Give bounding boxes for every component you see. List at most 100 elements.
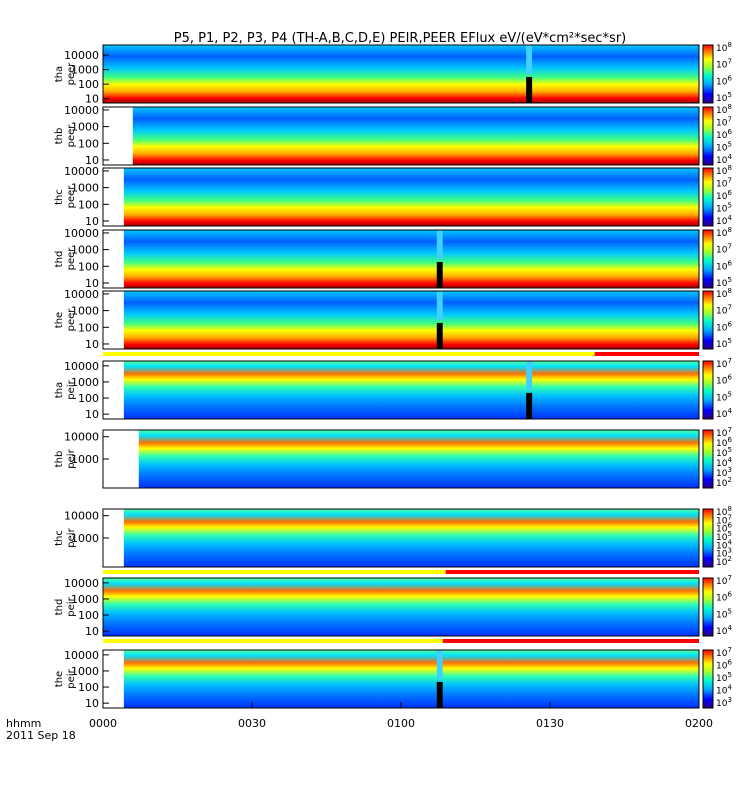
- data-gap-marker: [436, 650, 443, 679]
- y-species-label: peir: [66, 596, 77, 616]
- data-gap-marker: [436, 230, 443, 259]
- flag-bar-yellow: [103, 639, 443, 643]
- flag-bar-red: [442, 639, 699, 643]
- panel-frame: [102, 44, 700, 104]
- y-probe-label: thd: [54, 599, 65, 616]
- spectrogram-fill: [123, 168, 700, 226]
- colorbar-label: 107: [716, 177, 732, 190]
- y-tick-label: 10000: [64, 288, 99, 301]
- y-probe-label: thc: [54, 189, 65, 205]
- y-species-label: peer: [66, 62, 77, 86]
- colorbar: [702, 229, 714, 289]
- y-probe-label: thc: [54, 530, 65, 546]
- y-species-label: peir: [66, 527, 77, 547]
- spectrogram-fill: [132, 107, 700, 165]
- y-probe-label: thd: [54, 251, 65, 268]
- y-tick-label: 10000: [64, 577, 99, 590]
- x-date-label: 2011 Sep 18: [6, 729, 76, 742]
- colorbar-label: 106: [716, 189, 732, 202]
- colorbar: [702, 577, 714, 637]
- y-tick-label: 100: [78, 609, 99, 622]
- y-tick-label: 10000: [64, 227, 99, 240]
- x-tick-label: 0200: [685, 717, 713, 730]
- y-probe-label: the: [54, 312, 65, 328]
- panel-frame: [102, 106, 700, 166]
- colorbar-label: 105: [716, 607, 732, 620]
- colorbar-label: 107: [716, 116, 732, 129]
- flag-bar-yellow: [103, 570, 446, 574]
- colorbar-label: 103: [716, 696, 732, 709]
- y-tick-label: 10000: [64, 649, 99, 662]
- x-tick-label: 0130: [536, 717, 564, 730]
- panel-frame: [102, 577, 700, 637]
- data-gap-block: [436, 681, 443, 708]
- colorbar-label: 108: [716, 103, 732, 116]
- y-probe-label: tha: [54, 382, 65, 398]
- data-gap-marker: [436, 291, 443, 320]
- y-tick-label: 10: [85, 277, 99, 290]
- spectrogram-fill: [123, 650, 700, 708]
- colorbar-label: 104: [716, 407, 732, 420]
- panel-frame: [102, 360, 700, 420]
- spectrogram-fill: [123, 230, 700, 288]
- panel-frame: [102, 167, 700, 227]
- y-tick-label: 100: [78, 137, 99, 150]
- colorbar-label: 107: [716, 357, 732, 370]
- y-tick-label: 10000: [64, 510, 99, 523]
- y-tick-label: 1000: [71, 244, 99, 257]
- x-tick-label: 0000: [89, 717, 117, 730]
- y-probe-label: tha: [54, 66, 65, 82]
- flag-bar-yellow: [103, 352, 595, 356]
- data-gap-block: [526, 392, 533, 419]
- panel-tha-peir: 10000 1000 100 10 tha peir 107 106 105 104: [54, 357, 732, 421]
- spectrogram-fill: [103, 578, 699, 636]
- y-tick-label: 1000: [71, 305, 99, 318]
- data-gap-marker: [526, 45, 533, 74]
- y-tick-label: 100: [78, 78, 99, 91]
- figure-title: P5, P1, P2, P3, P4 (TH-A,B,C,D,E) PEIR,P…: [174, 31, 627, 46]
- y-tick-label: 10: [85, 93, 99, 106]
- y-tick-label: 1000: [71, 64, 99, 77]
- colorbar-label: 106: [716, 659, 732, 672]
- y-tick-label: 100: [78, 198, 99, 211]
- y-tick-label: 10000: [64, 431, 99, 444]
- y-tick-label: 1000: [71, 376, 99, 389]
- data-gap-block: [436, 261, 443, 288]
- y-tick-label: 10: [85, 697, 99, 710]
- colorbar-label: 105: [716, 671, 732, 684]
- y-tick-label: 1000: [71, 593, 99, 606]
- colorbar: [702, 649, 714, 709]
- colorbar: [702, 106, 714, 166]
- x-axis: hhmm 2011 Sep 18 0000 0030 0100 0130 0200: [6, 702, 713, 742]
- colorbar-label: 104: [716, 624, 732, 637]
- y-species-label: peir: [66, 448, 77, 468]
- y-probe-label: thb: [54, 128, 65, 145]
- y-tick-label: 10000: [64, 49, 99, 62]
- spectrogram-fill: [103, 45, 699, 103]
- y-probe-label: the: [54, 671, 65, 687]
- y-tick-label: 10: [85, 215, 99, 228]
- spectrogram-fill: [138, 430, 699, 488]
- colorbar-label: 106: [716, 74, 732, 87]
- colorbar-label: 108: [716, 226, 732, 239]
- colorbar-label: 104: [716, 684, 732, 697]
- spectrogram-fill: [123, 291, 700, 349]
- colorbar-label: 106: [716, 320, 732, 333]
- panel-frame: [102, 290, 700, 350]
- y-species-label: peer: [66, 247, 77, 271]
- colorbar-label: 107: [716, 58, 732, 71]
- spectrogram-fill: [123, 361, 700, 419]
- x-tick-label: 0030: [238, 717, 266, 730]
- x-tick-label: 0100: [387, 717, 415, 730]
- y-tick-label: 100: [78, 260, 99, 273]
- y-tick-label: 100: [78, 681, 99, 694]
- colorbar-label: 107: [716, 304, 732, 317]
- colorbar-label: 107: [716, 243, 732, 256]
- data-gap-block: [526, 76, 533, 103]
